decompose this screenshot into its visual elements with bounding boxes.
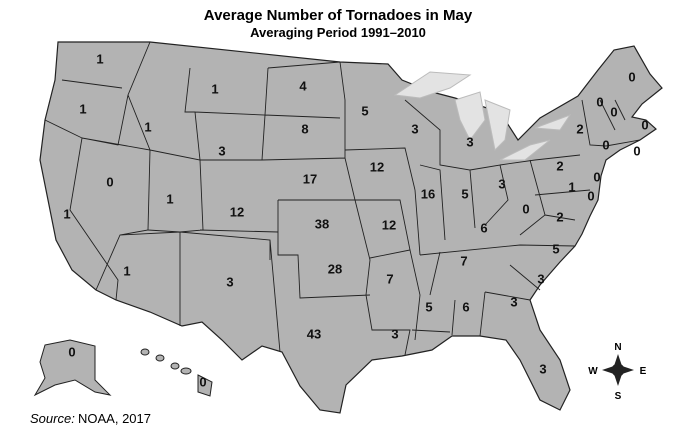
alaska <box>33 339 112 397</box>
value-label: 1 <box>123 263 130 278</box>
value-label: 1 <box>211 81 218 96</box>
compass-w: W <box>588 366 598 377</box>
value-label: 1 <box>63 206 70 221</box>
value-label: 0 <box>628 69 635 84</box>
value-label: 5 <box>461 186 468 201</box>
value-label: 0 <box>199 374 206 389</box>
compass-s: S <box>615 391 622 402</box>
value-label: 43 <box>307 326 321 341</box>
value-label: 4 <box>299 78 307 93</box>
value-label: 3 <box>539 361 546 376</box>
value-label: 0 <box>610 104 617 119</box>
value-label: 7 <box>460 253 467 268</box>
value-label: 2 <box>576 121 583 136</box>
value-label: 3 <box>510 294 517 309</box>
value-label: 3 <box>466 134 473 149</box>
compass-n: N <box>614 342 621 353</box>
value-label: 3 <box>226 274 233 289</box>
value-label: 12 <box>370 159 384 174</box>
value-label: 3 <box>391 326 398 341</box>
value-label: 8 <box>301 121 308 136</box>
value-label: 3 <box>218 143 225 158</box>
source-text: NOAA, 2017 <box>78 411 151 426</box>
value-label: 0 <box>596 94 603 109</box>
value-label: 0 <box>522 201 529 216</box>
value-label: 6 <box>480 220 487 235</box>
value-label: 0 <box>641 117 648 132</box>
value-label: 3 <box>498 176 505 191</box>
value-label: 5 <box>552 241 559 256</box>
value-label: 3 <box>411 121 418 136</box>
value-label: 3 <box>537 271 544 286</box>
value-label: 38 <box>315 216 329 231</box>
value-label: 0 <box>106 174 113 189</box>
value-label: 0 <box>68 344 75 359</box>
value-label: 6 <box>462 299 469 314</box>
value-label: 0 <box>633 143 640 158</box>
value-label: 12 <box>382 217 396 232</box>
value-label: 0 <box>593 169 600 184</box>
value-label: 1 <box>568 179 575 194</box>
compass: N S E W <box>588 342 646 402</box>
value-label: 2 <box>556 209 563 224</box>
value-label: 1 <box>166 191 173 206</box>
source-label: Source: <box>30 411 75 426</box>
value-label: 1 <box>79 101 86 116</box>
map-subtitle: Averaging Period 1991–2010 <box>250 25 426 40</box>
value-label: 1 <box>144 119 151 134</box>
map-title: Average Number of Tornadoes in May <box>204 7 473 24</box>
value-label: 0 <box>602 137 609 152</box>
value-label: 12 <box>230 204 244 219</box>
value-label: 28 <box>328 261 342 276</box>
value-label: 7 <box>386 271 393 286</box>
value-label: 1 <box>96 51 103 66</box>
contiguous-us <box>39 41 663 414</box>
compass-e: E <box>640 366 647 377</box>
value-label: 16 <box>421 186 435 201</box>
value-label: 5 <box>361 103 368 118</box>
value-label: 2 <box>556 158 563 173</box>
value-label: 5 <box>425 299 432 314</box>
value-label: 17 <box>303 171 317 186</box>
value-label: 0 <box>587 188 594 203</box>
hawaii <box>140 348 213 397</box>
